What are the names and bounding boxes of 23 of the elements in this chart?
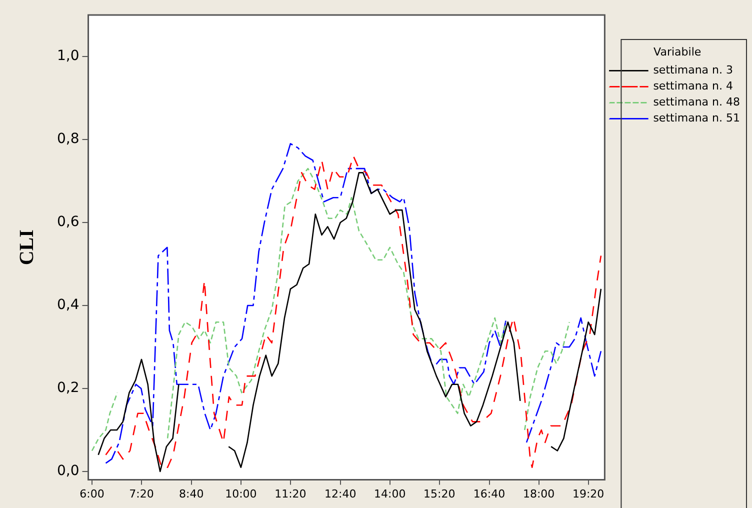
y-tick-label: 0,0 <box>57 463 80 480</box>
x-tick-label: 18:00 <box>522 487 555 500</box>
legend-title: Variabile <box>654 45 702 58</box>
y-axis-title: CLI <box>16 229 38 266</box>
x-tick-label: 15:20 <box>424 487 456 500</box>
x-tick-label: 16:40 <box>473 487 506 500</box>
x-tick-label: 11:20 <box>274 487 306 500</box>
legend-label: settimana n. 48 <box>653 96 740 109</box>
y-tick-label: 0,6 <box>57 214 80 230</box>
legend-label: settimana n. 4 <box>653 80 734 93</box>
x-tick-label: 7:20 <box>129 487 154 500</box>
x-tick-label: 12:40 <box>324 487 356 500</box>
legend-label: settimana n. 51 <box>653 112 740 125</box>
x-tick-label: 14:00 <box>374 487 406 500</box>
x-tick-label: 19:20 <box>572 487 604 500</box>
y-tick-label: 1,0 <box>57 48 80 64</box>
x-tick-label: 6:00 <box>80 487 104 500</box>
y-tick-label: 0,4 <box>57 297 80 314</box>
y-tick-label: 0,2 <box>57 380 80 396</box>
x-tick-label: 10:00 <box>225 487 257 500</box>
legend-label: settimana n. 3 <box>653 64 734 77</box>
y-tick-label: 0,8 <box>57 131 80 148</box>
x-tick-label: 8:40 <box>179 487 204 500</box>
